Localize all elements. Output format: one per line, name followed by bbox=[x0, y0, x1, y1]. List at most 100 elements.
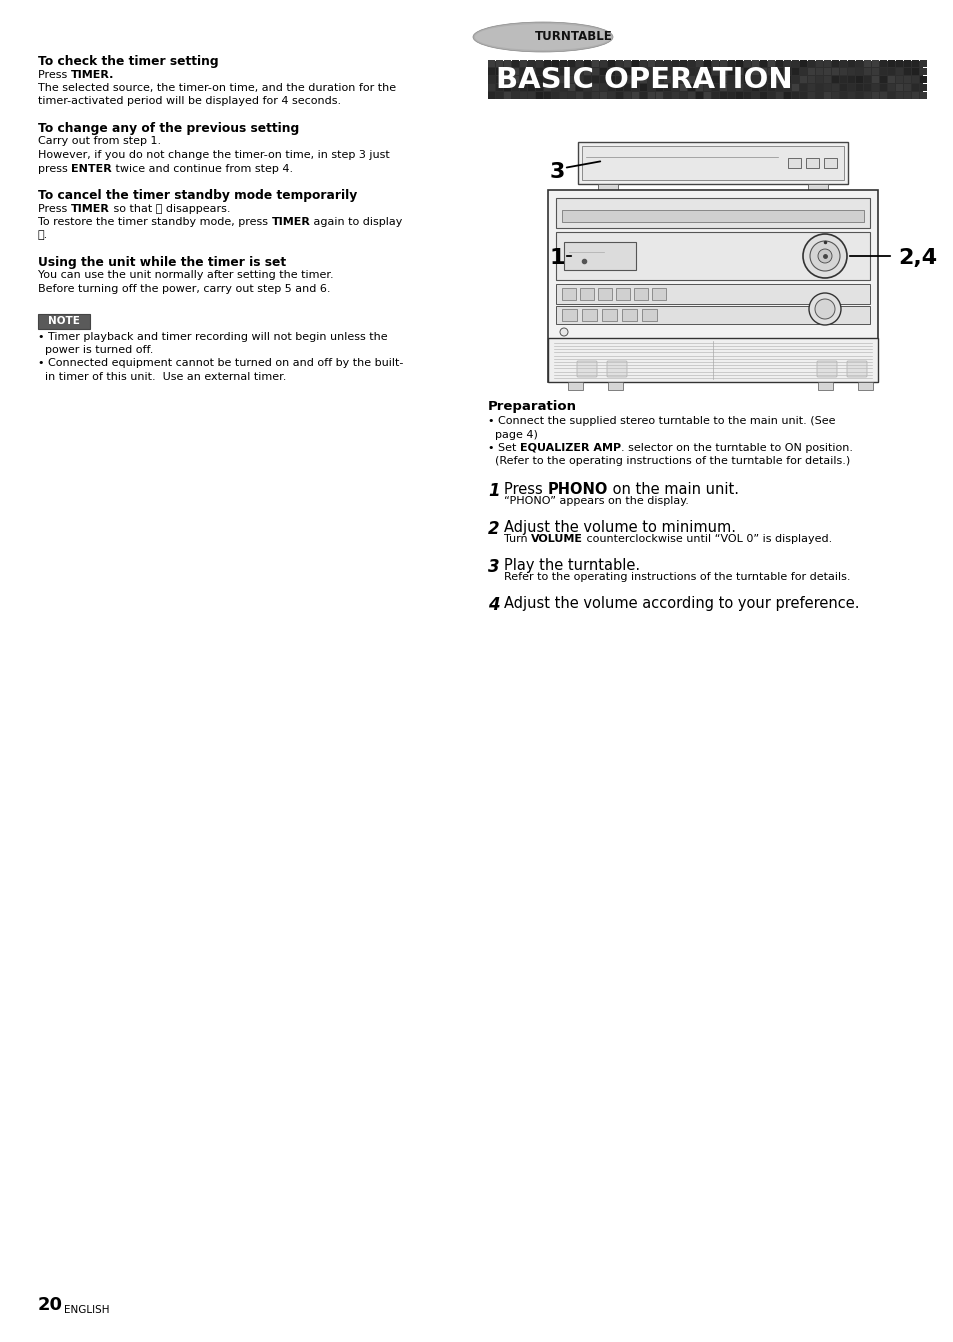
Bar bbox=[735, 76, 742, 83]
Bar bbox=[663, 93, 670, 99]
Text: • Timer playback and timer recording will not begin unless the: • Timer playback and timer recording wil… bbox=[38, 331, 387, 341]
Bar bbox=[805, 158, 818, 168]
Bar bbox=[783, 60, 790, 67]
Text: The selected source, the timer-on time, and the duration for the: The selected source, the timer-on time, … bbox=[38, 83, 395, 93]
Bar bbox=[807, 60, 814, 67]
Text: TIMER.: TIMER. bbox=[71, 70, 114, 79]
Bar bbox=[576, 93, 582, 99]
Bar bbox=[687, 68, 695, 75]
Bar bbox=[576, 76, 582, 83]
Bar bbox=[727, 60, 734, 67]
Bar bbox=[855, 93, 862, 99]
Bar bbox=[711, 68, 719, 75]
Bar bbox=[616, 76, 622, 83]
Bar bbox=[616, 289, 629, 301]
Bar bbox=[559, 93, 566, 99]
Circle shape bbox=[809, 242, 840, 271]
Bar bbox=[536, 60, 542, 67]
Bar bbox=[488, 60, 923, 99]
Bar bbox=[696, 93, 702, 99]
Bar bbox=[647, 60, 655, 67]
Bar bbox=[775, 85, 782, 91]
Text: TIMER: TIMER bbox=[272, 217, 310, 227]
Bar bbox=[703, 93, 710, 99]
Bar bbox=[38, 314, 90, 329]
Bar bbox=[631, 68, 639, 75]
Bar bbox=[775, 60, 782, 67]
Bar bbox=[598, 184, 618, 191]
Text: 1: 1 bbox=[488, 482, 499, 501]
Bar bbox=[831, 93, 838, 99]
Bar bbox=[887, 85, 894, 91]
Text: press: press bbox=[38, 164, 71, 173]
Bar bbox=[887, 93, 894, 99]
Bar bbox=[863, 76, 870, 83]
Bar bbox=[791, 76, 799, 83]
Bar bbox=[536, 68, 542, 75]
Bar bbox=[679, 68, 686, 75]
Bar bbox=[735, 68, 742, 75]
Bar bbox=[607, 60, 615, 67]
Ellipse shape bbox=[473, 21, 613, 52]
Bar bbox=[556, 285, 869, 305]
Bar bbox=[823, 68, 830, 75]
Bar bbox=[895, 60, 902, 67]
Bar bbox=[703, 85, 710, 91]
Bar bbox=[519, 68, 526, 75]
Bar bbox=[671, 68, 679, 75]
Bar bbox=[783, 76, 790, 83]
Bar bbox=[855, 60, 862, 67]
Bar bbox=[519, 85, 526, 91]
Bar bbox=[687, 93, 695, 99]
Text: “PHONO” appears on the display.: “PHONO” appears on the display. bbox=[503, 497, 688, 506]
Bar bbox=[496, 76, 502, 83]
Bar bbox=[743, 76, 750, 83]
Text: page 4): page 4) bbox=[488, 429, 537, 439]
Bar bbox=[503, 60, 511, 67]
Bar bbox=[727, 68, 734, 75]
Bar bbox=[647, 76, 655, 83]
Bar bbox=[527, 76, 535, 83]
Bar bbox=[639, 76, 646, 83]
Bar bbox=[857, 382, 872, 391]
Text: ENTER: ENTER bbox=[71, 164, 112, 173]
Text: Press: Press bbox=[38, 70, 71, 79]
Bar bbox=[579, 289, 594, 301]
Bar bbox=[727, 85, 734, 91]
Bar bbox=[583, 85, 590, 91]
Bar bbox=[879, 85, 886, 91]
Bar bbox=[512, 60, 518, 67]
Bar bbox=[623, 93, 630, 99]
Bar bbox=[552, 76, 558, 83]
Bar bbox=[840, 68, 846, 75]
Bar bbox=[823, 85, 830, 91]
Bar bbox=[567, 85, 575, 91]
Bar bbox=[679, 93, 686, 99]
Bar bbox=[783, 68, 790, 75]
Bar bbox=[656, 93, 662, 99]
Bar bbox=[581, 309, 597, 321]
Bar bbox=[919, 76, 926, 83]
Bar bbox=[751, 60, 759, 67]
Bar bbox=[871, 85, 878, 91]
Bar bbox=[696, 85, 702, 91]
Bar bbox=[556, 306, 869, 323]
Bar bbox=[735, 85, 742, 91]
Bar bbox=[687, 76, 695, 83]
Text: VOLUME: VOLUME bbox=[531, 534, 582, 545]
Text: To change any of the previous setting: To change any of the previous setting bbox=[38, 122, 299, 136]
Bar bbox=[647, 85, 655, 91]
Bar bbox=[641, 309, 657, 321]
Bar bbox=[720, 93, 726, 99]
Bar bbox=[711, 76, 719, 83]
Bar bbox=[527, 60, 535, 67]
Circle shape bbox=[802, 234, 846, 278]
Text: twice and continue from step 4.: twice and continue from step 4. bbox=[112, 164, 293, 173]
Bar bbox=[871, 76, 878, 83]
Bar bbox=[815, 68, 822, 75]
Bar bbox=[623, 68, 630, 75]
Bar bbox=[823, 76, 830, 83]
Bar bbox=[583, 68, 590, 75]
Bar bbox=[567, 68, 575, 75]
Bar bbox=[831, 76, 838, 83]
